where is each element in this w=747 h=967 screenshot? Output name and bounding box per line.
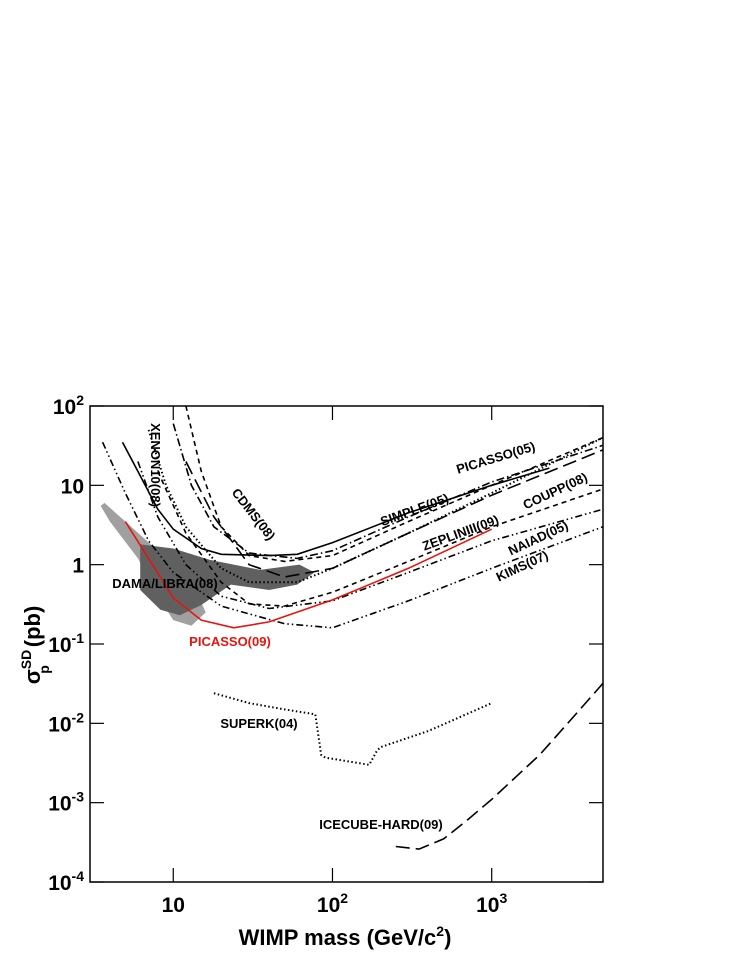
series-line: [124, 521, 493, 629]
series-label: PICASSO(09): [189, 634, 271, 649]
x-title-exp: 2: [436, 923, 444, 939]
x-title-text: WIMP mass (GeV/c: [239, 925, 437, 950]
series-line: [172, 423, 604, 560]
tick-label: 10-2: [48, 709, 84, 736]
series-line: [185, 405, 604, 563]
tick-exp: 2: [340, 890, 348, 906]
region: [140, 544, 315, 616]
series-line: [137, 461, 604, 610]
plot-area: [100, 405, 604, 850]
region-label: DAMA/LIBRA(08): [112, 576, 217, 591]
series-line: [121, 441, 550, 557]
tick-label: 102: [317, 890, 348, 917]
y-title-sub: p: [36, 665, 52, 674]
tick-label: 103: [476, 890, 507, 917]
tick-exp: 2: [76, 392, 84, 408]
series-line: [157, 471, 604, 607]
tick-exp: 3: [499, 890, 507, 906]
y-title-symbol: σ: [20, 669, 45, 684]
tick-label: 10: [162, 894, 185, 917]
y-title-unit: (pb): [20, 606, 45, 648]
x-title-close: ): [444, 925, 451, 950]
series-line: [213, 692, 493, 766]
tick-exp: -2: [72, 709, 85, 725]
tick-base: 10: [476, 894, 499, 917]
series-label: ICECUBE-HARD(09): [319, 817, 443, 832]
tick-label: 10-1: [48, 630, 84, 657]
tick-label: 10-3: [48, 789, 84, 816]
tick-label: 102: [53, 392, 84, 419]
tick-label: 10: [61, 475, 84, 498]
tick-exp: -3: [72, 789, 85, 805]
y-title-sup: SD: [18, 650, 34, 669]
tick-base: 10: [53, 396, 76, 419]
x-axis-title: WIMP mass (GeV/c2): [239, 923, 452, 950]
tick-base: 10: [48, 793, 71, 816]
tick-base: 10: [317, 894, 340, 917]
series-label: SUPERK(04): [220, 716, 297, 731]
tick-exp: -1: [72, 630, 85, 646]
y-axis-title: σSDp (pb): [18, 606, 52, 685]
series-label: XENON10(08): [148, 423, 163, 507]
tick-label: 10-4: [48, 868, 84, 895]
tick-base: 10: [48, 872, 71, 895]
tick-exp: -4: [72, 868, 85, 884]
series-line: [395, 682, 604, 850]
series-line: [101, 441, 604, 629]
tick-label: 1: [72, 555, 84, 578]
series-line: [185, 449, 604, 578]
series-line: [147, 429, 604, 584]
tick-base: 10: [48, 634, 71, 657]
tick-base: 10: [48, 713, 71, 736]
